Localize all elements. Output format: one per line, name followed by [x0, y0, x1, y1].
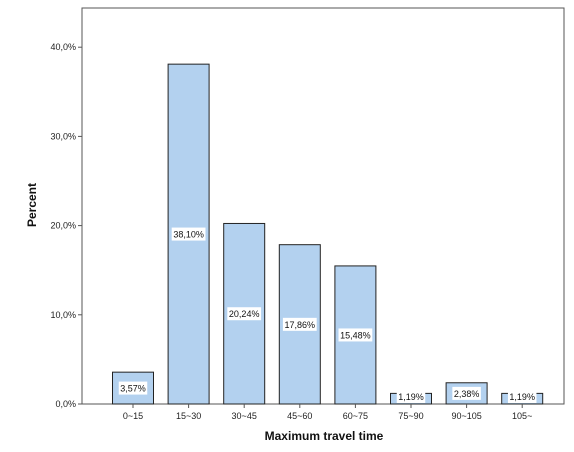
data-label-background: [452, 386, 481, 400]
x-tick-label: 105~: [512, 411, 532, 421]
data-label: 2,38%: [454, 389, 480, 399]
y-axis-title: Percent: [25, 183, 39, 227]
data-label: 1,19%: [509, 392, 535, 402]
x-tick-label: 0~15: [123, 411, 143, 421]
data-label: 3,57%: [120, 384, 146, 394]
data-label-background: [282, 317, 317, 331]
y-tick-label: 30,0%: [50, 131, 76, 141]
data-label-background: [507, 390, 537, 403]
data-label: 15,48%: [340, 330, 371, 340]
data-label-background: [338, 328, 373, 342]
x-tick-label: 45~60: [287, 411, 312, 421]
x-axis-title: Maximum travel time: [265, 429, 384, 443]
y-tick-label: 0,0%: [55, 399, 76, 409]
data-label: 1,19%: [398, 392, 424, 402]
y-axis: 0,0% 10,0% 20,0% 30,0% 40,0%: [50, 42, 82, 409]
x-tick-label: 90~105: [451, 411, 481, 421]
x-tick-label: 60~75: [343, 411, 368, 421]
plot-frame: [81, 7, 565, 405]
data-label-background: [396, 390, 426, 403]
data-label-background: [227, 307, 262, 321]
y-tick-label: 10,0%: [50, 310, 76, 320]
data-label: 17,86%: [285, 320, 316, 330]
bars-group: 3,57% 38,10% 20,24% 17,86% 15,48% 1,19% 2,38% 1…: [112, 63, 544, 405]
x-tick-label: 75~90: [398, 411, 423, 421]
data-label: 20,24%: [229, 309, 260, 319]
y-tick-label: 20,0%: [50, 221, 76, 231]
data-label-background: [171, 227, 206, 241]
x-axis: 0~15 15~30 30~45 45~60 60~75 75~90 90~105 105~: [123, 404, 532, 421]
x-tick-label: 30~45: [232, 411, 257, 421]
data-label: 38,10%: [173, 230, 204, 240]
data-label-background: [118, 381, 148, 395]
x-tick-label: 15~30: [176, 411, 201, 421]
y-tick-label: 40,0%: [50, 42, 76, 52]
